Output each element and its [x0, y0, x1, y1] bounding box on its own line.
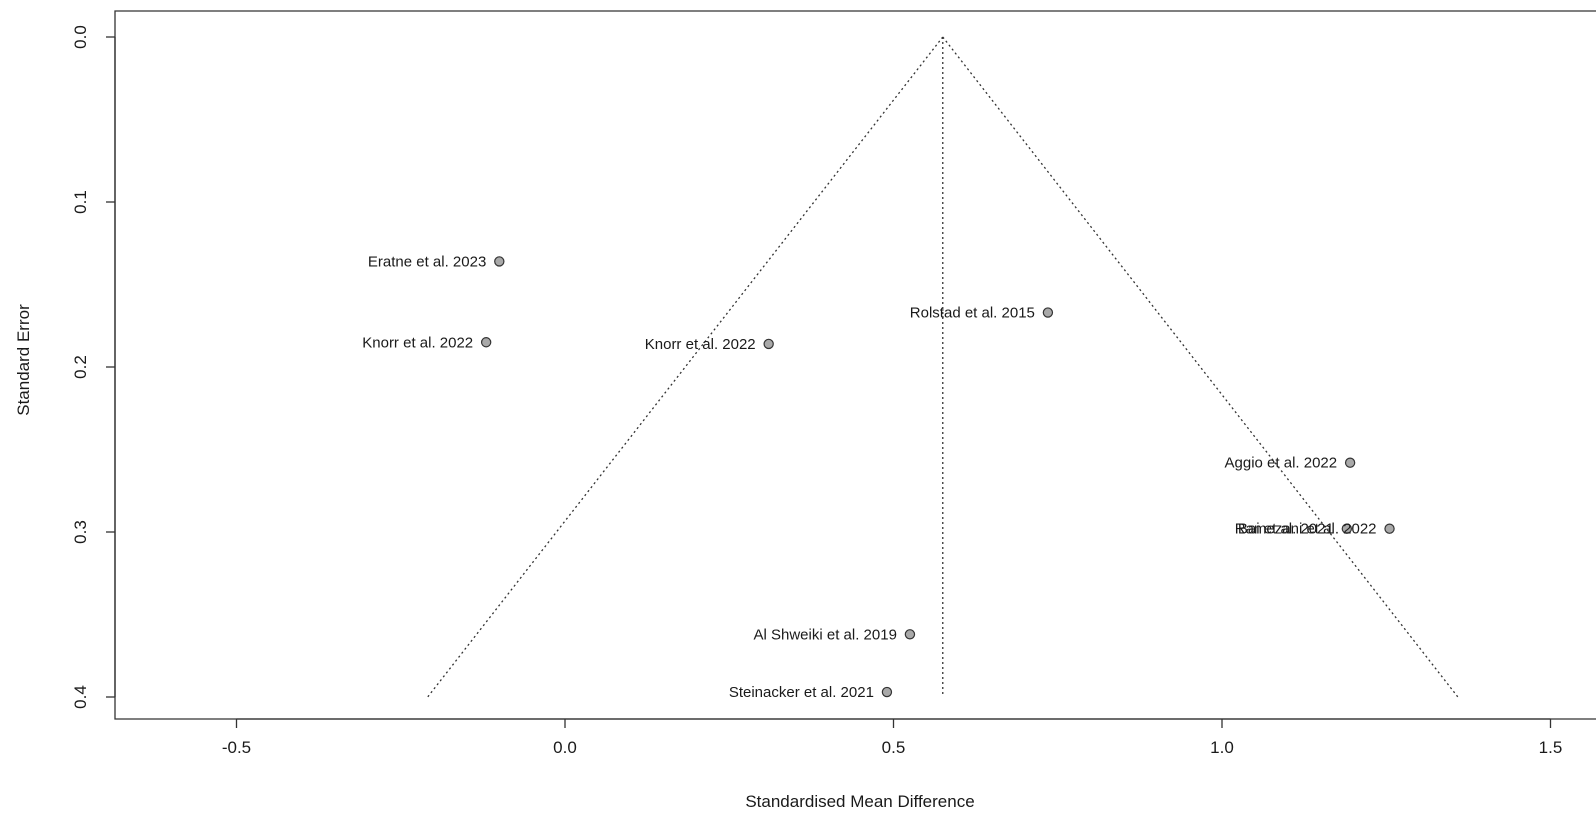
study-label: Rolstad et al. 2015 — [910, 305, 1035, 322]
y-tick-label: 0.4 — [71, 685, 90, 709]
y-tick-label: 0.2 — [71, 355, 90, 379]
study-point — [1384, 523, 1395, 534]
x-axis-title: Standardised Mean Difference — [745, 792, 974, 811]
funnel-left-limit — [427, 36, 944, 698]
x-tick-label: 1.0 — [1210, 738, 1234, 757]
study-label: Al Shweiki et al. 2019 — [754, 626, 897, 643]
study-label: Ramezani et al. 2022 — [1235, 521, 1377, 538]
study-point — [1341, 523, 1353, 534]
study-point — [881, 686, 893, 698]
study-point — [1042, 307, 1054, 318]
study-label: Steinacker et al. 2021 — [729, 684, 874, 701]
y-axis-title: Standard Error — [14, 304, 33, 416]
x-tick-label: 0.0 — [553, 738, 577, 757]
study-label: Knorr et al. 2022 — [362, 334, 473, 351]
study-label: Bai et al. 2021 — [1238, 521, 1334, 538]
x-tick-label: 1.5 — [1539, 738, 1563, 757]
x-tick-label: 0.5 — [882, 738, 906, 757]
study-point — [763, 338, 774, 350]
x-tick-label: -0.5 — [222, 738, 251, 757]
y-tick-label: 0.0 — [71, 25, 90, 49]
study-point — [1344, 457, 1356, 468]
funnel-right-limit — [942, 36, 1459, 698]
study-label: Aggio et al. 2022 — [1225, 455, 1338, 472]
study-point — [494, 256, 505, 267]
y-tick-label: 0.1 — [71, 190, 90, 214]
study-point — [480, 337, 492, 348]
study-label: Knorr et al. 2022 — [645, 336, 756, 353]
study-label: Eratne et al. 2023 — [368, 253, 486, 270]
study-point — [904, 629, 916, 640]
y-tick-label: 0.3 — [71, 520, 90, 544]
plot-frame — [114, 10, 1596, 720]
